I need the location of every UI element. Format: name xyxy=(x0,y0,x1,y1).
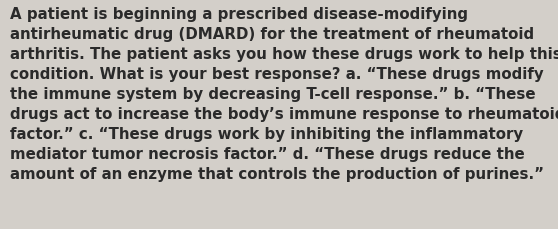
Text: A patient is beginning a prescribed disease-modifying
antirheumatic drug (DMARD): A patient is beginning a prescribed dise… xyxy=(10,7,558,181)
